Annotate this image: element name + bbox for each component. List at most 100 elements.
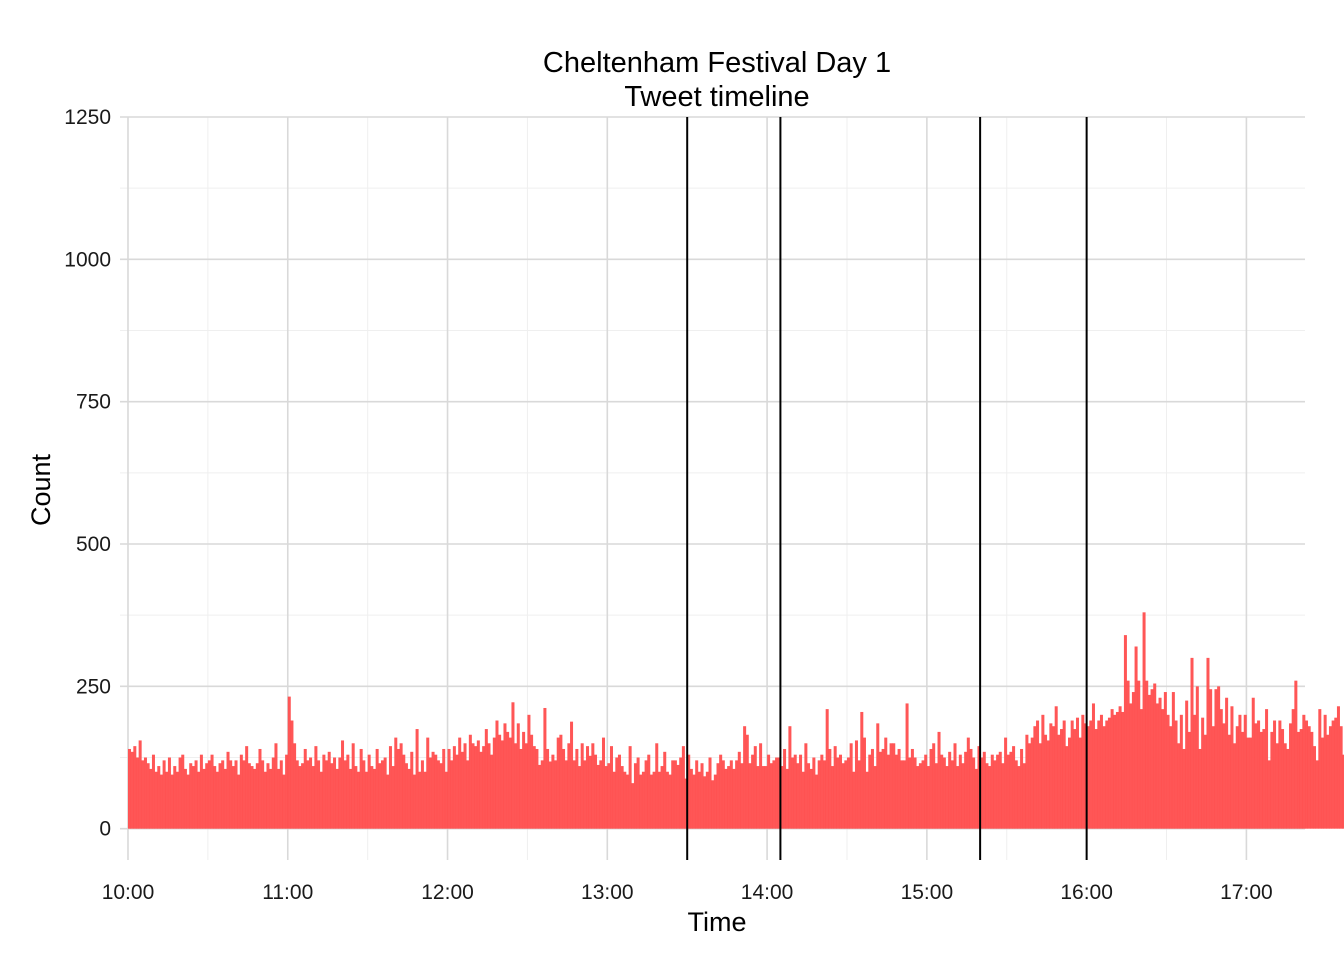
histogram-bar	[988, 766, 992, 829]
histogram-bar	[567, 743, 571, 829]
histogram-bar	[476, 740, 480, 829]
histogram-bar	[431, 751, 435, 829]
histogram-bar	[985, 763, 989, 829]
histogram-bar	[1107, 717, 1111, 829]
histogram-bar	[612, 771, 616, 829]
histogram-bar	[1134, 646, 1138, 829]
histogram-bar	[868, 754, 872, 829]
histogram-bar	[831, 766, 835, 829]
histogram-bar	[333, 757, 337, 829]
histogram-bar	[221, 760, 225, 829]
histogram-bar	[322, 754, 326, 829]
histogram-bar	[151, 754, 155, 829]
histogram-bar	[559, 734, 563, 829]
histogram-bar	[341, 740, 345, 829]
y-tick-label: 500	[76, 533, 111, 556]
histogram-bar	[1025, 734, 1029, 829]
histogram-bar	[463, 743, 467, 829]
histogram-bar	[1179, 714, 1183, 829]
histogram-bar	[804, 743, 808, 829]
histogram-bar	[713, 774, 717, 829]
histogram-bar	[1014, 760, 1018, 829]
histogram-bar	[1217, 686, 1221, 829]
histogram-bar	[932, 743, 936, 829]
histogram-bar	[1195, 686, 1199, 829]
histogram-bar	[1230, 706, 1234, 829]
histogram-bar	[689, 768, 693, 829]
histogram-bar	[1209, 689, 1213, 829]
histogram-bar	[554, 760, 558, 829]
histogram-bar	[588, 755, 592, 829]
histogram-bar	[846, 757, 850, 829]
histogram-bar	[447, 748, 451, 829]
histogram-bars	[127, 612, 1344, 829]
histogram-bar	[149, 768, 153, 829]
histogram-bar	[1214, 689, 1218, 829]
histogram-bar	[532, 746, 536, 829]
histogram-bar	[921, 760, 925, 829]
histogram-bar	[815, 774, 819, 829]
histogram-bar	[1060, 729, 1064, 829]
histogram-bar	[1102, 726, 1106, 829]
histogram-bar	[1062, 720, 1066, 829]
histogram-bar	[327, 751, 331, 829]
histogram-bar	[644, 760, 648, 829]
histogram-bar	[1001, 763, 1005, 829]
histogram-bar	[663, 751, 667, 829]
histogram-bar	[375, 748, 379, 829]
histogram-bar	[583, 760, 587, 829]
histogram-bar	[633, 763, 637, 829]
histogram-bar	[1241, 731, 1245, 829]
histogram-bar	[210, 754, 214, 829]
histogram-bar	[133, 746, 137, 829]
histogram-bar	[748, 763, 752, 829]
histogram-bar	[189, 763, 193, 829]
histogram-bar	[325, 760, 329, 829]
histogram-bar	[396, 748, 400, 829]
histogram-bar	[961, 763, 965, 829]
histogram-bar	[838, 754, 843, 829]
histogram-bar	[652, 771, 656, 829]
histogram-bar	[1328, 726, 1332, 829]
histogram-bar	[170, 774, 174, 829]
histogram-bar	[1278, 720, 1282, 829]
histogram-bar	[881, 748, 885, 829]
histogram-bar	[428, 757, 432, 829]
x-tick-label: 16:00	[1060, 881, 1113, 904]
histogram-bar	[1137, 680, 1141, 829]
histogram-bar	[982, 751, 986, 829]
histogram-bar	[647, 754, 651, 829]
histogram-bar	[234, 760, 238, 829]
histogram-bar	[383, 757, 387, 829]
histogram-bar	[231, 766, 235, 829]
x-tick-label: 15:00	[901, 881, 954, 904]
histogram-bar	[343, 760, 347, 829]
histogram-bar	[708, 757, 712, 829]
histogram-bar	[623, 771, 627, 829]
histogram-bar	[711, 780, 715, 829]
histogram-bar	[849, 743, 853, 829]
histogram-bar	[1033, 726, 1037, 829]
histogram-bar	[660, 766, 664, 829]
histogram-bar	[399, 743, 403, 829]
histogram-bar	[886, 754, 890, 829]
histogram-bar	[572, 760, 576, 829]
histogram-bar	[223, 768, 227, 829]
histogram-bar	[745, 734, 749, 829]
histogram-bar	[191, 766, 195, 829]
histogram-bar	[1326, 734, 1330, 829]
histogram-bar	[364, 771, 369, 829]
histogram-bar	[825, 709, 829, 829]
histogram-bar	[498, 734, 502, 829]
histogram-bar	[884, 737, 888, 829]
histogram-bar	[721, 760, 725, 829]
histogram-bar	[1131, 692, 1135, 829]
y-tick-label: 1250	[64, 106, 111, 129]
histogram-bar	[737, 751, 741, 829]
histogram-bar	[673, 760, 677, 829]
histogram-bar	[705, 771, 709, 829]
histogram-bar	[945, 766, 949, 829]
histogram-bar	[1057, 734, 1061, 829]
histogram-bar	[700, 763, 704, 829]
